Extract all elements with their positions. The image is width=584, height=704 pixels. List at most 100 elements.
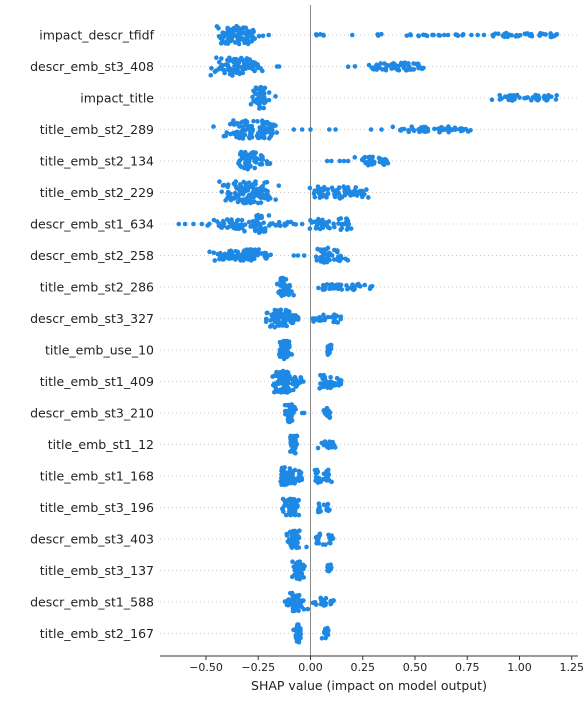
shap-point [273,197,278,202]
shap-point [225,57,230,63]
shap-point [330,598,335,604]
shap-point [314,316,320,321]
shap-point [261,91,267,97]
shap-point [257,101,262,107]
shap-point [321,372,327,378]
shap-point [241,155,246,161]
shap-point [522,95,527,101]
shap-point [237,253,243,259]
shap-point [246,134,252,140]
shap-point [535,97,541,103]
shap-point [255,200,261,206]
shap-point [260,68,265,74]
shap-point [182,221,188,227]
feature-row-points [236,149,391,172]
shap-point [234,28,239,33]
shap-point [221,31,227,36]
shap-point [258,135,264,140]
shap-point [246,180,252,185]
shap-point [262,226,268,231]
shap-point [331,221,336,227]
shap-point [252,90,258,95]
shap-point [332,445,338,450]
shap-point [252,250,258,255]
shap-point [318,247,324,252]
shap-point [294,639,300,644]
shap-point [324,195,329,200]
shap-point [283,347,289,352]
shap-point [320,224,326,230]
shap-point [463,126,469,132]
shap-point [317,476,322,481]
shap-point [384,63,390,68]
shap-point [285,287,291,293]
shap-point [261,220,266,226]
shap-point [256,91,262,96]
feature-row-points [248,84,559,111]
shap-point [323,542,328,547]
shap-point [345,64,351,69]
shap-point [243,30,249,36]
shap-point [260,124,265,129]
shap-point [318,372,323,378]
shap-point [220,36,225,42]
shap-point [416,33,421,38]
shap-point [411,128,417,134]
shap-point [294,573,300,578]
shap-point [368,284,373,289]
shap-point [323,635,328,641]
shap-point [292,442,297,448]
shap-point [390,124,396,130]
shap-point [281,389,286,395]
shap-point [294,536,300,542]
shap-point [246,198,251,204]
shap-point [321,376,326,382]
shap-point [291,314,297,320]
shap-point [262,187,268,193]
shap-point [332,194,338,200]
feature-row-points [274,275,375,299]
shap-point [221,223,226,229]
shap-point [325,381,331,387]
shap-point [331,188,337,193]
feature-row-points [278,465,334,488]
shap-point [513,34,519,39]
shap-point [259,185,264,191]
shap-point [269,127,275,133]
feature-label: descr_emb_st1_588 [30,595,154,610]
shap-point [232,222,237,227]
shap-point [305,606,311,612]
shap-point [321,33,326,38]
shap-point [261,193,267,199]
shap-point [416,127,421,132]
shap-point [255,135,261,140]
shap-point [445,32,451,38]
shap-point [228,67,234,72]
shap-point [278,307,284,313]
feature-label: impact_title [80,91,154,106]
shap-point [280,368,286,374]
shap-point [283,512,289,518]
shap-point [284,323,290,329]
shap-point [242,160,248,166]
shap-point [406,129,412,135]
shap-point [275,316,281,321]
shap-point [199,221,205,227]
shap-point [469,32,474,38]
shap-point [290,599,295,604]
shap-point [502,34,508,39]
shap-point [316,501,322,506]
shap-point [347,189,353,195]
shap-point [338,227,344,233]
shap-point [344,222,350,228]
shap-point [238,184,244,189]
shap-point [237,131,242,136]
shap-point [385,160,391,166]
shap-point [256,106,262,111]
shap-point [301,410,307,416]
shap-point [446,129,451,135]
shap-point [223,133,229,139]
shap-point [425,128,431,134]
shap-point [291,253,297,258]
shap-point [430,32,435,38]
